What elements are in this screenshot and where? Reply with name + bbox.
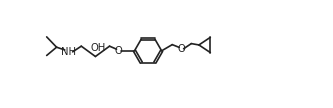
Text: O: O — [177, 44, 185, 54]
Text: OH: OH — [91, 43, 106, 53]
Text: NH: NH — [61, 47, 76, 57]
Text: O: O — [115, 46, 123, 56]
